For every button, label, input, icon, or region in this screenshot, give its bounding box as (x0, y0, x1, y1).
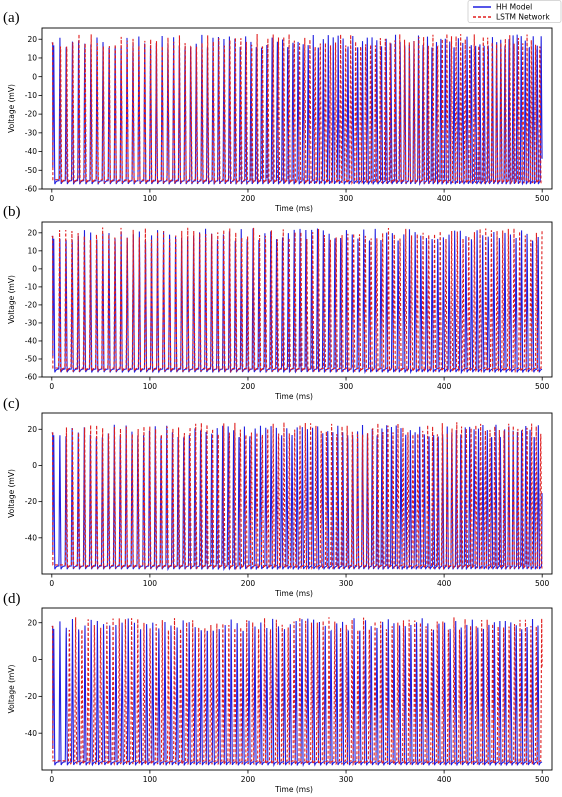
y-axis-label: Voltage (mV) (7, 665, 16, 714)
panels: (a)0 100 200 300 400 500-60-50-40-30-20-10010… (3, 10, 553, 794)
y-tick-label: 0 (32, 264, 37, 273)
y-tick-label: -30 (25, 128, 37, 137)
y-tick-label: -40 (25, 337, 37, 346)
series-line-lstm-network (51, 422, 543, 571)
panel-d: (d) 0 100 200 300 400 500 -40 -20 0 20 Time (ms) Vol… (3, 591, 553, 794)
x-tick-label: 200 (241, 382, 256, 391)
panel-b: (b) 0 100 200 300 400 500 -60 -50 -40 -30 -20 -10 0 10… (3, 204, 553, 401)
legend-frame (467, 0, 562, 23)
x-tick-label: 100 (143, 194, 158, 203)
legend-label-lstm: LSTM Network (496, 13, 550, 22)
y-tick-label: -50 (25, 166, 37, 175)
x-tick-label: 300 (339, 382, 354, 391)
series-line-lstm-network (51, 33, 543, 185)
y-tick-label: -40 (25, 533, 37, 542)
x-tick-label: 500 (535, 579, 550, 588)
x-tick-label: 300 (339, 775, 354, 784)
y-tick-label: 0 (32, 72, 37, 81)
panel-letter: (a) (3, 10, 20, 26)
y-axis-label: Voltage (mV) (7, 469, 16, 518)
y-tick-label: 0 (32, 655, 37, 664)
series-line-lstm-network (51, 227, 543, 374)
y-tick-label: 20 (27, 35, 37, 44)
x-tick-label: 500 (535, 194, 550, 203)
plot-area (51, 227, 543, 375)
x-tick-label: 0 (49, 775, 54, 784)
y-tick-label: -20 (25, 692, 37, 701)
panel-letter: (d) (3, 591, 21, 607)
x-tick-label: 300 (339, 579, 354, 588)
y-tick-label: -20 (25, 301, 37, 310)
y-tick-label: -30 (25, 319, 37, 328)
x-tick-label: 200 (241, 775, 256, 784)
y-tick-label: -10 (25, 282, 37, 291)
x-axis-label: Time (ms) (274, 785, 313, 794)
x-tick-label: 100 (143, 382, 158, 391)
x-axis-label: Time (ms) (274, 204, 313, 213)
series-line-hh-model (51, 424, 543, 572)
panel-c: (c) 0 100 200 300 400 500 -40 -20 0 20 Time (ms) Vol… (3, 396, 553, 598)
y-tick-label: -10 (25, 91, 37, 100)
y-tick-label: 20 (27, 228, 37, 237)
x-tick-label: 0 (49, 382, 54, 391)
y-tick-label: -50 (25, 355, 37, 364)
x-tick-label: 0 (49, 579, 54, 588)
x-axis-label: Time (ms) (274, 392, 313, 401)
y-tick-label: 20 (27, 618, 37, 627)
legend-label-hh: HH Model (496, 3, 532, 12)
axes-frame (41, 27, 553, 190)
y-tick-label: -60 (25, 373, 37, 382)
y-tick-label: 20 (27, 425, 37, 434)
panel-letter: (c) (3, 396, 20, 412)
plot-area (51, 33, 543, 186)
panel-letter: (b) (3, 204, 21, 220)
x-tick-label: 100 (143, 579, 158, 588)
x-tick-label: 400 (437, 579, 452, 588)
x-tick-label: 100 (143, 775, 158, 784)
y-tick-label: 10 (27, 246, 37, 255)
x-tick-label: 400 (437, 382, 452, 391)
x-tick-label: 400 (437, 775, 452, 784)
axes-frame (41, 412, 553, 575)
y-tick-label: 0 (32, 461, 37, 470)
x-tick-label: 200 (241, 194, 256, 203)
y-tick-label: -60 (25, 185, 37, 194)
y-tick-label: -20 (25, 497, 37, 506)
y-tick-label: -20 (25, 110, 37, 119)
x-tick-label: 500 (535, 382, 550, 391)
legend: HH Model LSTM Network (467, 0, 562, 23)
x-tick-label: 0 (49, 194, 54, 203)
y-tick-label: -40 (25, 729, 37, 738)
panel-a: (a) 0 100 200 300 400 500 -60 -50 -40 -30 -20 -10 0 10… (3, 10, 553, 213)
y-axis-label: Voltage (mV) (7, 275, 16, 324)
axes-frame (41, 607, 553, 771)
x-tick-label: 200 (241, 579, 256, 588)
axes-frame (41, 221, 553, 378)
y-tick-label: -40 (25, 147, 37, 156)
plot-area (51, 422, 543, 572)
x-axis-label: Time (ms) (274, 589, 313, 598)
y-tick-label: 10 (27, 54, 37, 63)
x-tick-label: 400 (437, 194, 452, 203)
plot-area (51, 617, 543, 768)
y-axis-label: Voltage (mV) (7, 84, 16, 133)
x-tick-label: 500 (535, 775, 550, 784)
x-tick-label: 300 (339, 194, 354, 203)
